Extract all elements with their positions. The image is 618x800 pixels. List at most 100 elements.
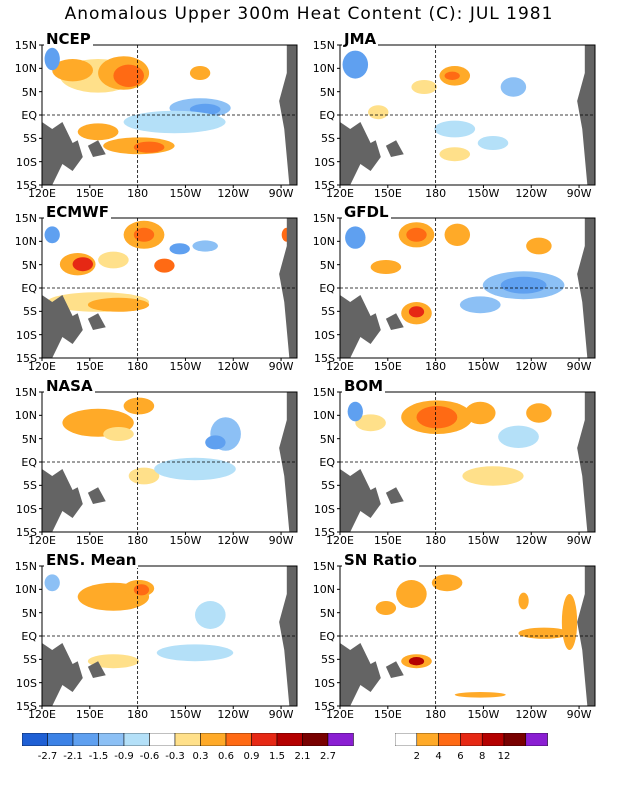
lat-label: EQ [319, 282, 335, 295]
panel-label: GFDL [342, 203, 391, 221]
colorbar-swatch [416, 733, 439, 746]
lat-label: EQ [21, 109, 37, 122]
lon-label: 180 [127, 187, 149, 200]
lon-label: 120W [515, 360, 548, 373]
lat-label: 10S [16, 676, 37, 690]
colorbar-tick-label: 0.9 [243, 751, 260, 762]
lat-label: 15S [16, 179, 37, 192]
anomaly-blob [154, 258, 175, 273]
lon-label: 90W [268, 360, 294, 373]
lat-label: 5N [319, 606, 335, 620]
lon-label: 180 [425, 534, 447, 547]
lat-label: 15S [314, 352, 335, 365]
lat-label: 5S [23, 479, 37, 493]
lat-label: 10N [312, 583, 335, 597]
anomaly-blob [518, 627, 570, 639]
anomaly-blob [98, 251, 129, 269]
colorbar-swatch [98, 733, 125, 746]
lon-label: 150W [169, 708, 202, 721]
lon-label: 180 [127, 708, 149, 721]
lat-label: 5S [321, 653, 335, 667]
anomaly-blob [444, 71, 460, 80]
lat-label: 15N [14, 212, 37, 225]
lon-label: 150E [373, 708, 402, 721]
lon-label: 150E [373, 360, 402, 373]
lon-label: 120W [217, 360, 250, 373]
landmass-island [87, 487, 106, 504]
lon-label: 120E [28, 708, 56, 721]
lat-label: 5S [321, 305, 335, 319]
lon-label: 120W [515, 708, 548, 721]
landmass-island [385, 313, 404, 330]
map-panel: GFDL 15N 10N 5N EQ 5S 10S 15S 120E 150E 180 150W 120… [313, 204, 618, 383]
anomaly-blob [408, 306, 425, 318]
lat-label: 15N [14, 560, 37, 573]
lon-label: 120E [326, 708, 354, 721]
anomaly-blob [500, 276, 547, 294]
map-plot [39, 44, 298, 188]
lat-label: 10S [16, 155, 37, 169]
lon-label: 180 [425, 708, 447, 721]
colorbar-tick-label: 4 [435, 751, 442, 762]
colorbar-tick-label: -2.7 [37, 751, 58, 762]
lat-label: 15N [312, 560, 335, 573]
anomaly-blob [347, 401, 363, 422]
anomaly-blob [370, 260, 402, 274]
lon-label: 150E [373, 534, 402, 547]
landmass-west [42, 469, 83, 532]
anomaly-blob [52, 59, 93, 82]
panel-label: ENS. Mean [44, 551, 139, 569]
panel-label: SN Ratio [342, 551, 419, 569]
lat-label: 10N [14, 583, 37, 597]
colorbar-swatch [503, 733, 527, 746]
lat-label: 10S [314, 155, 335, 169]
map-plot [337, 391, 596, 535]
colorbar-tick-label: 2 [413, 751, 420, 762]
colorbar-swatches [395, 733, 548, 746]
colorbar-swatch [327, 733, 354, 746]
anomaly-blob [44, 47, 60, 71]
colorbar-tick-label: 0.3 [192, 751, 209, 762]
anomaly-blob [192, 240, 218, 252]
colorbar-tick-label: -0.9 [114, 751, 134, 762]
lat-label: 10S [314, 328, 335, 342]
colorbar-swatch [72, 733, 99, 746]
lat-label: 15N [14, 39, 37, 52]
anomaly-blob [189, 66, 211, 80]
colorbar-swatch [276, 733, 303, 746]
lon-label: 150W [467, 534, 500, 547]
anomaly-blob [87, 297, 150, 312]
lat-label: 5N [319, 432, 335, 446]
anomaly-blob [462, 466, 524, 486]
lon-label: 180 [127, 534, 149, 547]
anomaly-blob [128, 467, 160, 485]
lat-label: 10S [16, 502, 37, 516]
lat-label: 10S [314, 502, 335, 516]
map-panel: JMA 15N 10N 5N EQ 5S 10S 15S 120E 150E 180 150W 120W… [313, 31, 618, 210]
lat-label: 10N [14, 409, 37, 423]
colorbar-tick-label: -2.1 [63, 751, 83, 762]
map-panel: NASA 15N 10N 5N EQ 5S 10S 15S 120E 150E 180 150W 120… [15, 378, 322, 557]
map-plot [39, 565, 298, 709]
anomaly-blob [342, 50, 369, 79]
colorbar-swatch [200, 733, 227, 746]
lat-label: 5N [21, 432, 37, 446]
lat-label: 15S [16, 700, 37, 713]
anomaly-blob [133, 227, 155, 242]
landmass-island [385, 140, 404, 157]
lat-label: 5N [21, 606, 37, 620]
lon-label: 90W [268, 708, 294, 721]
lon-label: 150E [75, 360, 104, 373]
map-panel: ECMWF 15N 10N 5N EQ 5S 10S 15S 120E 150E 180 150W 12… [15, 204, 322, 383]
lon-label: 150W [169, 360, 202, 373]
lon-label: 150E [75, 708, 104, 721]
colorbar-tick-label: -0.3 [165, 751, 185, 762]
anomaly-blob [526, 237, 552, 255]
anomaly-blob [156, 644, 234, 662]
anomaly-blob [434, 120, 476, 138]
lat-label: EQ [21, 456, 37, 469]
landmass-west [340, 643, 381, 706]
lat-label: 15S [16, 526, 37, 539]
lon-label: 120E [28, 534, 56, 547]
lat-label: 5N [319, 85, 335, 99]
